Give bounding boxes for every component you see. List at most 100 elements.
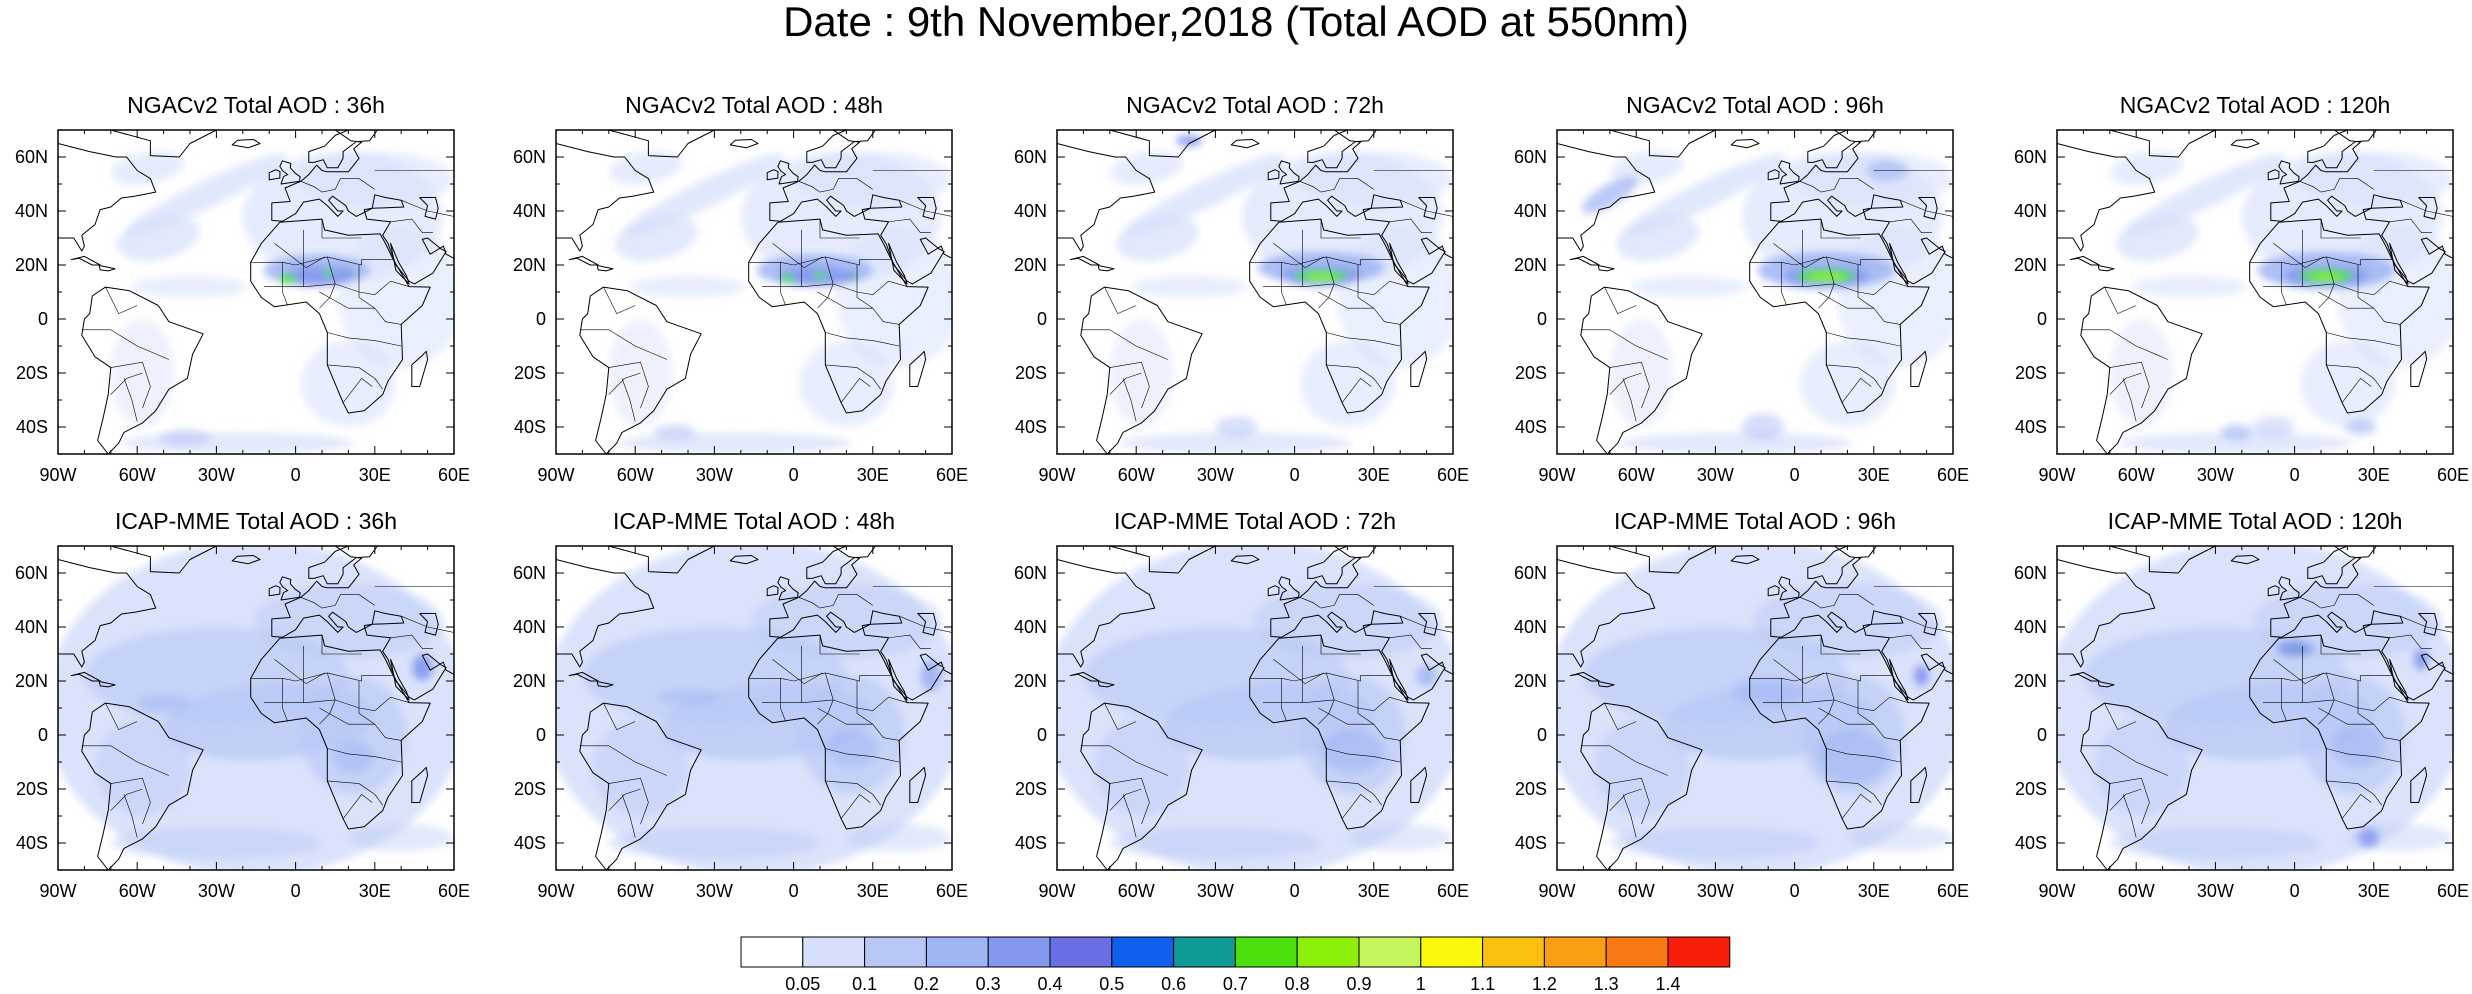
aod-contour-region	[653, 424, 696, 441]
country-border	[1609, 361, 1650, 409]
country-border	[2109, 372, 2142, 395]
coastline-northAmerica	[1557, 546, 1656, 668]
coastline-madagascar	[909, 350, 927, 387]
aod-contour-region	[1130, 275, 1248, 298]
country-border	[1841, 377, 1872, 403]
y-tick-label: 20N	[513, 671, 546, 691]
country-border	[1320, 635, 1361, 655]
coastline-hispaniola	[596, 265, 614, 272]
country-border	[888, 634, 931, 649]
country-border	[2109, 361, 2150, 409]
colorbar-swatch	[1049, 936, 1113, 968]
map-plot: 90W 60W 30W 0 30E 60E 60N 40N 20N 0 20S 40S	[1014, 129, 1469, 485]
coastline-southAmerica	[81, 286, 204, 454]
y-tick-label: 0	[1037, 309, 1047, 329]
country-border	[888, 218, 931, 233]
coastline-scandinavia	[308, 546, 378, 585]
aod-contour-region	[2294, 151, 2453, 206]
country-borders	[579, 586, 952, 838]
country-border	[2320, 635, 2361, 655]
x-tick-label: 30E	[1358, 881, 1390, 901]
y-tick-label: 20S	[2015, 363, 2047, 383]
y-tick-label: 0	[536, 309, 546, 329]
country-border	[825, 748, 900, 763]
map-panel: NGACv2 Total AOD : 48h 90W 60W 30W 0 30E 60E 60…	[513, 92, 976, 532]
x-tick-label: 60E	[1437, 465, 1469, 485]
country-border	[1341, 377, 1372, 403]
coastline-arabiaRedSea	[390, 658, 410, 701]
country-border	[1389, 634, 1432, 649]
colorbar-swatch	[1667, 936, 1731, 968]
coastline-africa	[748, 634, 929, 830]
coastline-greenland	[608, 546, 742, 574]
aod-contour-region	[95, 718, 190, 816]
country-border	[1826, 780, 1882, 806]
x-tick-label: 0	[1790, 881, 1800, 901]
country-border	[1818, 256, 1835, 309]
country-border	[817, 672, 834, 725]
coastline-ireland	[1267, 585, 1280, 597]
aod-contour-region	[1594, 718, 1689, 816]
coastline-madagascar	[1910, 350, 1928, 387]
y-tick-label: 20S	[16, 363, 48, 383]
aod-contour-region	[1305, 273, 1337, 281]
coastline-europeAsia	[2270, 546, 2453, 701]
panel-title: NGACv2 Total AOD : 36h	[127, 92, 385, 118]
country-border	[2341, 793, 2372, 819]
country-border	[1604, 286, 1637, 314]
colorbar-label: 0.1	[852, 974, 877, 994]
aod-contour-region	[813, 272, 827, 280]
country-border	[817, 291, 873, 309]
aod-contour-region	[344, 270, 353, 276]
aod-contour-region	[2220, 424, 2253, 441]
coastline-cuba	[2069, 255, 2100, 266]
y-tick-label: 40S	[1515, 417, 1547, 437]
country-borders	[1580, 170, 1953, 422]
aod-contour-region	[2344, 418, 2377, 436]
country-border	[2273, 243, 2324, 269]
country-border	[1357, 265, 1401, 325]
map-panel: ICAP-MME Total AOD : 36h 90W 60W 30W 0 30E 60E…	[15, 508, 478, 948]
coastline-greenland	[110, 130, 244, 158]
country-border	[1799, 178, 1874, 193]
coastline-ireland	[268, 169, 281, 181]
country-border	[319, 256, 336, 309]
coastline-greenland	[2109, 546, 2243, 574]
aod-contour-region	[348, 824, 454, 852]
colorbar-label: 0.3	[976, 974, 1001, 994]
country-border	[110, 372, 143, 395]
country-border	[2104, 702, 2137, 730]
coastline-arabiaRedSea	[390, 242, 410, 285]
coastline-europeAsia	[769, 130, 952, 285]
aod-contour-region	[2094, 718, 2189, 816]
y-tick-label: 40N	[15, 617, 48, 637]
aod-contour-region	[1115, 215, 1199, 261]
coastline-southAmerica	[579, 702, 702, 870]
colorbar-swatch	[864, 936, 927, 968]
y-tick-label: 20N	[1514, 671, 1547, 691]
aod-contour-region	[111, 150, 185, 185]
x-tick-label: 90W	[1038, 881, 1075, 901]
coastline-britain	[1278, 576, 1300, 601]
colorbar-label: 0.6	[1161, 974, 1186, 994]
country-border	[2318, 291, 2374, 309]
country-border	[81, 329, 170, 360]
map-plot: 90W 60W 30W 0 30E 60E 60N 40N 20N 0 20S 40S	[513, 129, 968, 485]
y-tick-label: 40S	[16, 833, 48, 853]
coastline-cuba	[70, 255, 101, 266]
country-border	[327, 748, 402, 763]
colorbar-label: 0.5	[1099, 974, 1124, 994]
aod-contour-region	[593, 718, 688, 816]
country-border	[1609, 372, 1642, 395]
country-border	[1781, 678, 1787, 722]
y-tick-label: 40N	[513, 201, 546, 221]
map-panel: NGACv2 Total AOD : 120h 90W 60W 30W 0 30E 60E 6…	[2014, 92, 2472, 532]
x-tick-label: 60W	[1118, 881, 1155, 901]
aod-contour-region	[846, 273, 857, 279]
x-tick-label: 60W	[617, 881, 654, 901]
aod-contour-region	[1913, 664, 1930, 687]
panel-title: ICAP-MME Total AOD : 72h	[1113, 508, 1397, 534]
y-tick-label: 20N	[2014, 255, 2047, 275]
country-borders	[81, 170, 454, 422]
x-tick-label: 30E	[857, 881, 889, 901]
